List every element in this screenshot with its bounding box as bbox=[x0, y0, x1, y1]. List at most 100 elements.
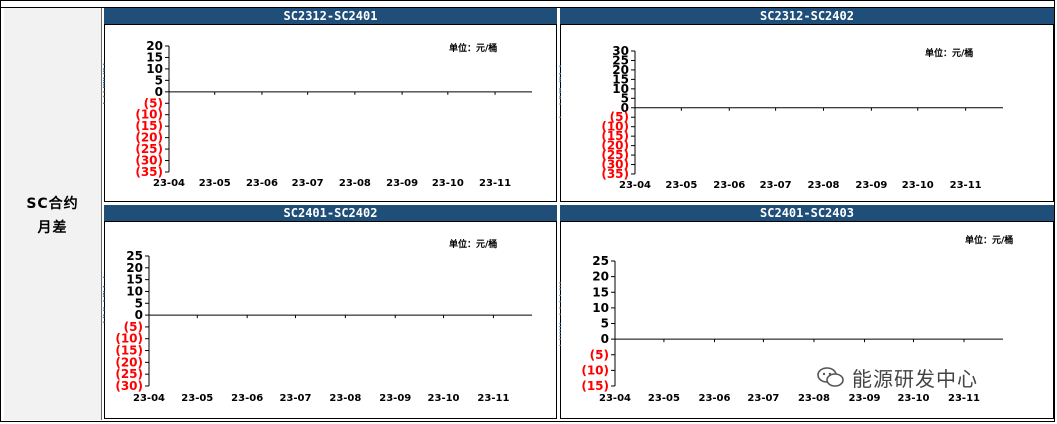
x-tick-label: 23-09 bbox=[379, 393, 411, 404]
chart-3-panel bbox=[104, 221, 557, 419]
y-tick-label: 10 bbox=[126, 284, 143, 298]
y-tick-label: (10) bbox=[601, 120, 629, 134]
x-tick-label: 23-09 bbox=[855, 180, 887, 191]
y-tick-label: 5 bbox=[621, 91, 629, 105]
x-tick-label: 23-10 bbox=[432, 178, 464, 189]
data-point bbox=[103, 316, 105, 319]
y-tick-label: (5) bbox=[144, 96, 163, 110]
data-point bbox=[103, 95, 105, 98]
data-point bbox=[559, 288, 561, 290]
x-tick-label: 23-10 bbox=[897, 393, 929, 404]
y-tick-label: 15 bbox=[612, 72, 629, 86]
chart-2-title: SC2312-SC2402 bbox=[560, 8, 1054, 24]
data-point bbox=[103, 81, 105, 84]
x-tick-label: 23-06 bbox=[698, 393, 730, 404]
x-tick-label: 23-10 bbox=[902, 180, 934, 191]
x-tick-label: 23-11 bbox=[479, 178, 511, 189]
y-tick-label: (10) bbox=[135, 108, 163, 122]
x-tick-label: 23-08 bbox=[798, 393, 830, 404]
chart-1-title: SC2312-SC2401 bbox=[104, 8, 557, 24]
data-point bbox=[103, 314, 105, 316]
y-tick-label: (20) bbox=[135, 131, 163, 145]
y-tick-label: 0 bbox=[155, 85, 163, 99]
y-tick-label: (15) bbox=[601, 129, 629, 143]
x-tick-label: 23-05 bbox=[665, 180, 697, 191]
y-tick-label: 20 bbox=[592, 270, 609, 284]
y-tick-label: 20 bbox=[146, 39, 163, 53]
chart-3-plot: 单位：元/桶2520151050(5)(10)(15)(20)(25)(30)2… bbox=[103, 238, 532, 404]
data-point bbox=[103, 72, 105, 75]
data-point bbox=[559, 332, 561, 334]
y-tick-label: (5) bbox=[590, 348, 609, 362]
data-point bbox=[103, 77, 105, 79]
data-point bbox=[103, 70, 105, 72]
y-tick-label: (30) bbox=[135, 154, 163, 168]
x-tick-label: 23-08 bbox=[808, 180, 840, 191]
x-tick-label: 23-06 bbox=[246, 178, 278, 189]
y-tick-label: 20 bbox=[126, 261, 143, 275]
x-tick-label: 23-04 bbox=[599, 393, 631, 404]
data-point bbox=[103, 68, 105, 70]
data-point bbox=[103, 293, 105, 295]
y-tick-label: 5 bbox=[601, 317, 609, 331]
y-tick-label: (15) bbox=[115, 344, 143, 358]
data-point bbox=[559, 97, 561, 100]
y-tick-label: (15) bbox=[135, 119, 163, 133]
data-point bbox=[559, 300, 561, 303]
x-tick-label: 23-08 bbox=[329, 393, 361, 404]
y-tick-label: 5 bbox=[155, 73, 163, 87]
data-point bbox=[103, 102, 105, 105]
x-tick-label: 23-04 bbox=[153, 178, 185, 189]
y-tick-label: 25 bbox=[592, 254, 609, 268]
y-tick-label: (25) bbox=[135, 142, 163, 156]
data-point bbox=[559, 325, 561, 328]
y-tick-label: 10 bbox=[146, 62, 163, 76]
y-tick-label: 0 bbox=[621, 101, 629, 115]
data-point bbox=[103, 79, 105, 82]
data-point bbox=[559, 116, 561, 119]
y-tick-label: 25 bbox=[612, 53, 629, 67]
data-point bbox=[559, 103, 561, 105]
y-tick-label: (5) bbox=[610, 110, 629, 124]
x-tick-label: 23-04 bbox=[619, 180, 651, 191]
y-tick-label: 25 bbox=[126, 249, 143, 263]
data-point bbox=[559, 294, 561, 297]
y-tick-label: (10) bbox=[115, 332, 143, 346]
data-point bbox=[103, 300, 105, 302]
x-tick-label: 23-09 bbox=[386, 178, 418, 189]
data-point bbox=[559, 72, 561, 75]
data-point bbox=[559, 282, 561, 284]
y-tick-label: 0 bbox=[135, 308, 143, 322]
data-point bbox=[103, 307, 105, 309]
data-point bbox=[559, 338, 561, 340]
data-point bbox=[559, 285, 561, 287]
y-tick-label: 10 bbox=[592, 301, 609, 315]
data-point bbox=[103, 295, 105, 297]
data-point bbox=[559, 335, 561, 337]
data-point bbox=[103, 84, 105, 86]
y-tick-label: 15 bbox=[126, 273, 143, 287]
chart-4-title: SC2401-SC2403 bbox=[560, 205, 1054, 221]
row-label-line-1: SC合约 bbox=[26, 196, 79, 212]
x-tick-label: 23-11 bbox=[950, 180, 982, 191]
data-point bbox=[559, 344, 561, 347]
x-tick-label: 23-05 bbox=[181, 393, 213, 404]
y-tick-label: (25) bbox=[115, 367, 143, 381]
data-point bbox=[103, 321, 105, 323]
x-tick-label: 23-07 bbox=[292, 178, 324, 189]
data-point bbox=[559, 88, 561, 90]
data-point bbox=[103, 86, 105, 89]
chart-4-panel bbox=[560, 221, 1054, 419]
data-point bbox=[559, 322, 561, 325]
y-tick-label: 5 bbox=[135, 296, 143, 310]
x-tick-label: 23-06 bbox=[231, 393, 263, 404]
top-rule bbox=[0, 7, 1055, 8]
unit-label: 单位：元/桶 bbox=[449, 42, 497, 54]
unit-label: 单位：元/桶 bbox=[449, 238, 497, 250]
data-point bbox=[103, 63, 105, 66]
watermark: 能源研发中心 bbox=[816, 363, 978, 391]
y-tick-label: 15 bbox=[592, 285, 609, 299]
x-tick-label: 23-05 bbox=[199, 178, 231, 189]
